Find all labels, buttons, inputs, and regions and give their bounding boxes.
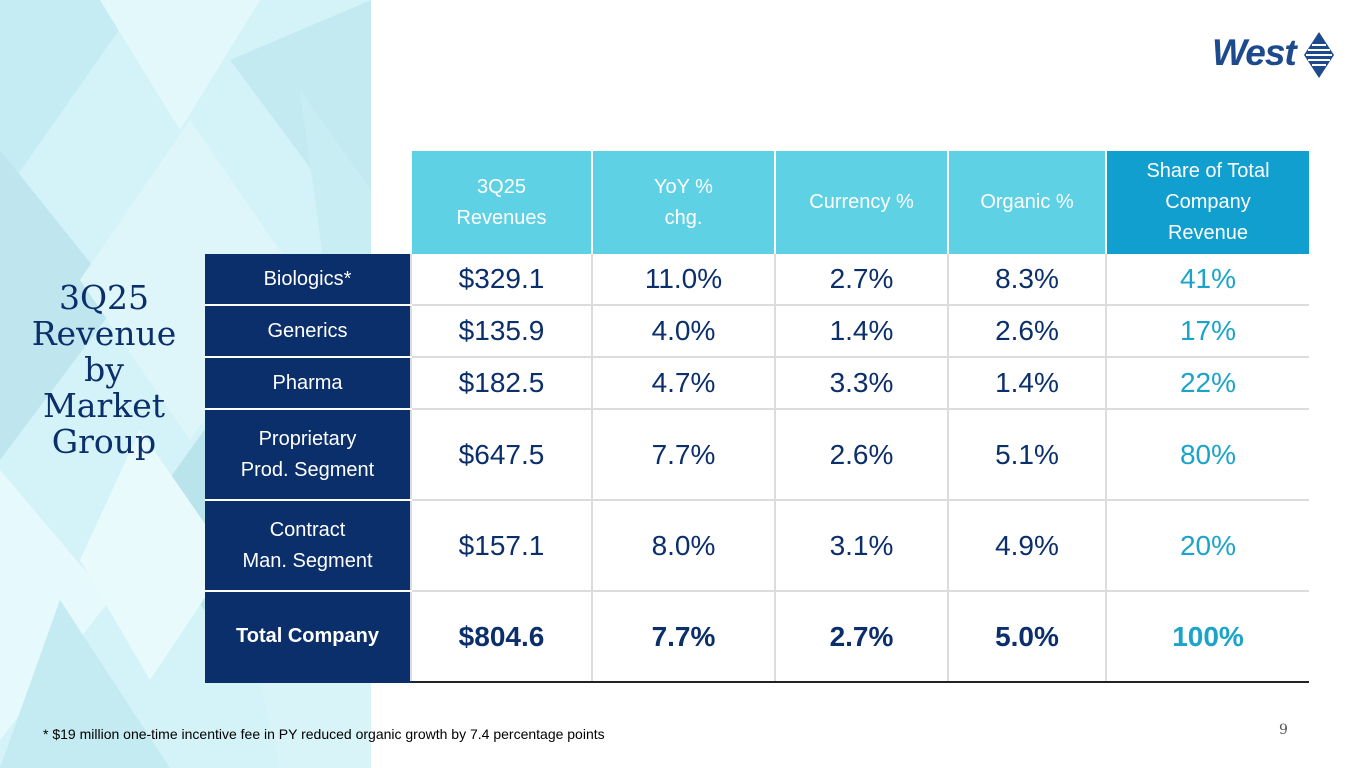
currency-cell: 3.1%: [774, 500, 948, 592]
organic-cell: 2.6%: [947, 305, 1106, 358]
title-line: by: [84, 350, 124, 389]
organic-cell: 4.9%: [947, 500, 1106, 592]
revenue-cell: $135.9: [410, 305, 592, 358]
revenue-cell: $157.1: [410, 500, 592, 592]
row-label: Biologics*: [205, 254, 411, 306]
currency-cell: 3.3%: [774, 357, 948, 410]
header-share: Share of Total Company Revenue: [1105, 151, 1309, 254]
title-line: 3Q25: [58, 278, 150, 317]
header-yoy: YoY % chg.: [591, 151, 775, 254]
yoy-cell: 4.0%: [591, 305, 775, 358]
yoy-cell: 8.0%: [591, 500, 775, 592]
revenue-cell: $647.5: [410, 408, 592, 501]
table-header-row: 3Q25 Revenues YoY % chg. Currency % Orga…: [205, 151, 1309, 254]
organic-cell: 8.3%: [947, 254, 1106, 306]
table-row: Proprietary Prod. Segment $647.5 7.7% 2.…: [205, 408, 1309, 501]
title-line: Revenue: [31, 314, 177, 353]
table-row: Contract Man. Segment $157.1 8.0% 3.1% 4…: [205, 500, 1309, 592]
share-cell: 20%: [1105, 500, 1309, 592]
share-cell: 80%: [1105, 408, 1309, 501]
table-row: Biologics* $329.1 11.0% 2.7% 8.3% 41%: [205, 254, 1309, 306]
currency-cell: 1.4%: [774, 305, 948, 358]
title-line: Group: [51, 422, 157, 461]
west-logo: West: [1210, 30, 1340, 82]
revenue-cell: $804.6: [410, 590, 592, 683]
row-label: Generics: [205, 305, 411, 358]
header-corner: [205, 151, 411, 254]
yoy-cell: 7.7%: [591, 408, 775, 501]
table-row: Generics $135.9 4.0% 1.4% 2.6% 17%: [205, 305, 1309, 358]
diamond-logo-icon: [1304, 32, 1334, 78]
currency-cell: 2.7%: [774, 590, 948, 683]
yoy-cell: 11.0%: [591, 254, 775, 306]
share-cell: 22%: [1105, 357, 1309, 410]
slide-title: 3Q25 Revenue by Market Group: [18, 280, 190, 460]
share-cell: 17%: [1105, 305, 1309, 358]
logo-text: West: [1212, 32, 1297, 73]
yoy-cell: 4.7%: [591, 357, 775, 410]
revenue-cell: $329.1: [410, 254, 592, 306]
table-row: Pharma $182.5 4.7% 3.3% 1.4% 22%: [205, 357, 1309, 410]
row-label: Total Company: [205, 590, 411, 683]
revenue-table: 3Q25 Revenues YoY % chg. Currency % Orga…: [205, 151, 1309, 683]
title-line: Market: [42, 386, 166, 425]
organic-cell: 5.1%: [947, 408, 1106, 501]
diamond-pattern: [0, 0, 371, 768]
organic-cell: 1.4%: [947, 357, 1106, 410]
decorative-side-panel: [0, 0, 371, 768]
share-cell: 41%: [1105, 254, 1309, 306]
currency-cell: 2.7%: [774, 254, 948, 306]
row-label: Contract Man. Segment: [205, 500, 411, 592]
row-label: Pharma: [205, 357, 411, 410]
yoy-cell: 7.7%: [591, 590, 775, 683]
share-cell: 100%: [1105, 590, 1309, 683]
footnote: * $19 million one-time incentive fee in …: [43, 726, 605, 742]
header-revenues: 3Q25 Revenues: [410, 151, 592, 254]
revenue-cell: $182.5: [410, 357, 592, 410]
currency-cell: 2.6%: [774, 408, 948, 501]
table-row-total: Total Company $804.6 7.7% 2.7% 5.0% 100%: [205, 590, 1309, 683]
page-number: 9: [1279, 722, 1288, 738]
organic-cell: 5.0%: [947, 590, 1106, 683]
header-organic: Organic %: [947, 151, 1106, 254]
header-currency: Currency %: [774, 151, 948, 254]
row-label: Proprietary Prod. Segment: [205, 408, 411, 501]
